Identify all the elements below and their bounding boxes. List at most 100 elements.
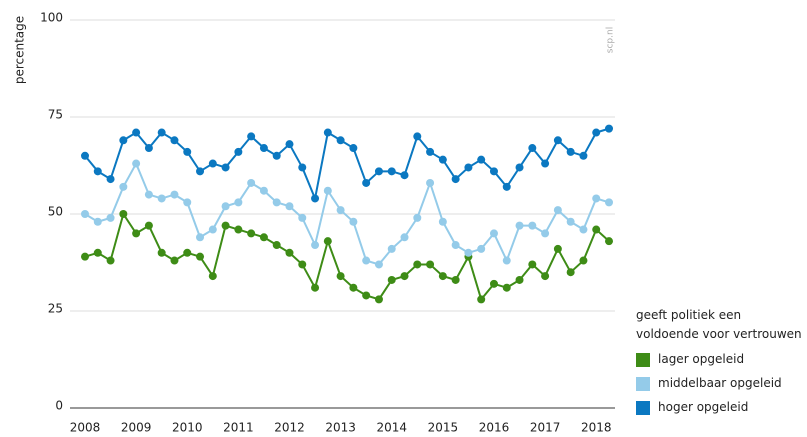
data-point	[170, 136, 179, 145]
data-point	[477, 244, 486, 253]
data-point	[489, 279, 498, 288]
legend-swatch	[636, 400, 650, 415]
data-point	[272, 241, 281, 250]
data-point	[413, 132, 422, 141]
data-point	[579, 225, 588, 234]
data-point	[451, 241, 460, 250]
series-line	[84, 127, 610, 202]
data-point	[438, 155, 447, 164]
data-point	[183, 147, 192, 156]
legend-label: lager opgeleid	[658, 352, 745, 366]
data-point	[374, 167, 383, 176]
data-point	[605, 198, 613, 207]
legend-label: hoger opgeleid	[658, 400, 749, 414]
legend: geeft politiek een voldoende voor vertro…	[636, 306, 807, 422]
data-point	[515, 275, 524, 284]
data-point	[541, 229, 550, 238]
y-tick-label: 0	[55, 399, 63, 413]
data-point	[234, 198, 243, 207]
data-point	[528, 260, 537, 269]
legend-title: geeft politiek een voldoende voor vertro…	[636, 308, 802, 341]
data-point	[323, 128, 332, 137]
data-point	[170, 190, 179, 199]
x-tick-label: 2012	[274, 421, 305, 435]
data-point	[400, 233, 409, 242]
data-point	[157, 248, 166, 257]
data-point	[132, 229, 141, 238]
data-point	[438, 217, 447, 226]
data-point	[451, 175, 460, 184]
data-point	[208, 225, 217, 234]
data-point	[221, 221, 230, 230]
data-point	[119, 136, 128, 145]
data-point	[298, 260, 307, 269]
data-point	[451, 275, 460, 284]
data-point	[285, 202, 294, 211]
data-point	[579, 256, 588, 265]
data-point	[553, 244, 562, 253]
data-point	[132, 128, 141, 137]
y-tick-label: 50	[48, 205, 63, 219]
data-point	[247, 178, 256, 187]
data-point	[400, 171, 409, 180]
data-point	[374, 295, 383, 304]
data-point	[132, 159, 141, 168]
data-point	[362, 256, 371, 265]
data-point	[528, 144, 537, 153]
data-point	[374, 260, 383, 269]
data-point	[311, 241, 320, 250]
data-point	[81, 151, 89, 160]
data-point	[489, 167, 498, 176]
data-point	[349, 283, 358, 292]
data-point	[426, 178, 435, 187]
data-point	[387, 167, 396, 176]
data-point	[298, 163, 307, 172]
y-tick-label: 25	[48, 302, 63, 316]
data-point	[208, 272, 217, 281]
data-point	[541, 272, 550, 281]
data-point	[221, 163, 230, 172]
x-tick-label: 2017	[530, 421, 561, 435]
data-point	[336, 136, 345, 145]
data-point	[438, 272, 447, 281]
data-point	[144, 190, 153, 199]
data-point	[426, 260, 435, 269]
data-point	[106, 256, 115, 265]
data-point	[464, 248, 473, 257]
watermark: scp.nl	[606, 27, 616, 53]
data-point	[298, 213, 307, 222]
data-point	[259, 186, 268, 195]
legend-item: lager opgeleid	[636, 350, 807, 369]
legend-swatch	[636, 352, 650, 367]
data-point	[170, 256, 179, 265]
data-point	[93, 167, 102, 176]
data-point	[106, 175, 115, 184]
data-point	[272, 198, 281, 207]
data-point	[515, 163, 524, 172]
data-point	[272, 151, 281, 160]
data-point	[362, 291, 371, 300]
data-point	[336, 272, 345, 281]
data-point	[541, 159, 550, 168]
data-point	[336, 206, 345, 215]
data-point	[208, 159, 217, 168]
data-point	[553, 206, 562, 215]
lines	[81, 124, 613, 304]
data-point	[566, 217, 575, 226]
legend-item: hoger opgeleid	[636, 398, 807, 417]
data-point	[489, 229, 498, 238]
data-point	[93, 248, 102, 257]
data-point	[196, 252, 205, 261]
data-point	[196, 233, 205, 242]
legend-label: middelbaar opgeleid	[658, 376, 782, 390]
data-point	[426, 147, 435, 156]
data-point	[579, 151, 588, 160]
data-point	[196, 167, 205, 176]
data-point	[234, 147, 243, 156]
data-point	[502, 256, 511, 265]
x-tick-label: 2010	[172, 421, 203, 435]
x-tick-label: 2009	[121, 421, 152, 435]
data-point	[247, 229, 256, 238]
data-point	[413, 260, 422, 269]
data-point	[349, 217, 358, 226]
